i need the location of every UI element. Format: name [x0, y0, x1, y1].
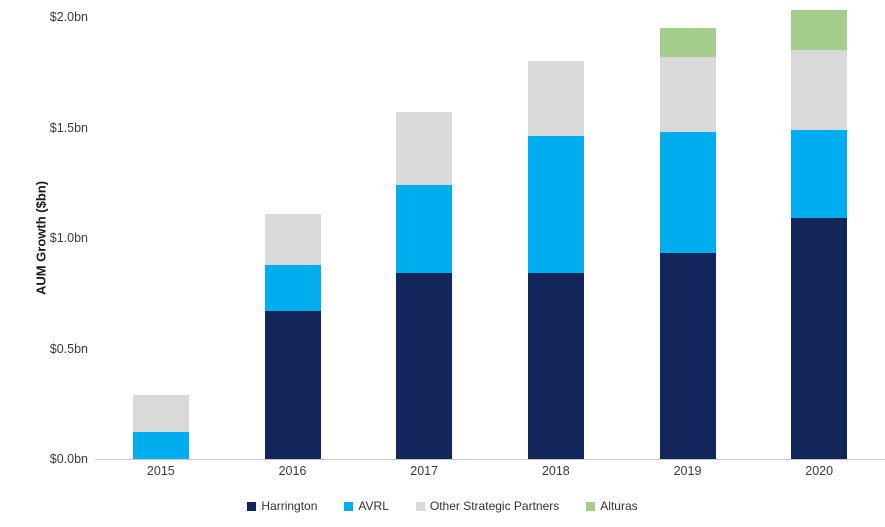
legend-item-harrington: Harrington [247, 499, 317, 513]
bar-segment-other-strategic-partners-2018 [527, 61, 584, 137]
bar-segment-alturas-2019 [659, 28, 716, 57]
stacked-bar-2015 [132, 394, 189, 459]
x-axis-line [95, 459, 885, 460]
y-tick-label: $0.5bn [49, 341, 88, 356]
bar-segment-avrl-2020 [791, 129, 848, 219]
x-tick-label-2019: 2019 [673, 464, 702, 478]
plot-area [95, 0, 885, 459]
y-axis-title: AUM Growth ($bn) [33, 180, 49, 296]
bar-slot-2018 [490, 61, 622, 459]
bar-segment-other-strategic-partners-2015 [132, 394, 189, 433]
bar-segment-other-strategic-partners-2020 [791, 50, 848, 130]
legend-label-avrl: AVRL [358, 499, 389, 513]
legend-label-alturas: Alturas [600, 499, 638, 513]
stacked-bar-2017 [396, 112, 453, 459]
legend-label-harrington: Harrington [261, 499, 318, 513]
bar-segment-avrl-2019 [659, 131, 716, 254]
legend-item-other-strategic-partners: Other Strategic Partners [415, 499, 560, 513]
y-tick-label: $0.0bn [49, 452, 88, 466]
x-tick-label-2015: 2015 [146, 464, 175, 478]
bar-segment-harrington-2020 [791, 218, 848, 459]
bar-segment-other-strategic-partners-2016 [264, 213, 321, 265]
bar-segment-alturas-2020 [791, 10, 848, 51]
bar-segment-harrington-2019 [659, 253, 716, 459]
legend-item-avrl: AVRL [344, 499, 389, 513]
bar-segment-avrl-2016 [264, 264, 321, 311]
legend-item-alturas: Alturas [586, 499, 638, 513]
legend-swatch-other-strategic-partners [415, 501, 425, 511]
bar-segment-avrl-2018 [527, 136, 584, 274]
legend: Harrington AVRL Other Strategic Partners Al… [0, 499, 885, 513]
bar-slot-2015 [95, 394, 227, 459]
bar-slot-2020 [753, 10, 885, 459]
legend-swatch-alturas [586, 501, 596, 511]
x-tick-label-2018: 2018 [541, 464, 570, 478]
x-tick-label-2017: 2017 [410, 464, 439, 478]
y-tick-label: $2.0bn [49, 10, 88, 24]
bar-segment-avrl-2015 [132, 432, 189, 459]
stacked-bar-2019 [659, 28, 716, 459]
x-axis-tick-labels: 2015 2016 2017 2018 2019 2020 [95, 464, 885, 478]
bar-segment-other-strategic-partners-2019 [659, 56, 716, 132]
bar-slot-2017 [358, 112, 490, 459]
bar-segment-harrington-2016 [264, 310, 321, 459]
bar-segment-avrl-2017 [396, 184, 453, 274]
y-tick-label: $1.5bn [49, 120, 88, 135]
x-tick-label-2016: 2016 [278, 464, 307, 478]
y-tick-label: $1.0bn [49, 231, 88, 245]
bar-slot-2019 [622, 28, 754, 459]
legend-label-other-strategic-partners: Other Strategic Partners [429, 499, 560, 513]
bar-segment-other-strategic-partners-2017 [396, 112, 453, 185]
legend-swatch-avrl [344, 501, 354, 511]
bar-segment-harrington-2018 [527, 273, 584, 459]
stacked-bar-2020 [791, 10, 848, 459]
bar-segment-harrington-2017 [396, 273, 453, 459]
stacked-bar-2016 [264, 213, 321, 459]
stacked-bar-2018 [527, 61, 584, 459]
x-tick-label-2020: 2020 [805, 464, 834, 478]
legend-swatch-harrington [247, 501, 257, 511]
bar-slot-2016 [227, 213, 359, 459]
